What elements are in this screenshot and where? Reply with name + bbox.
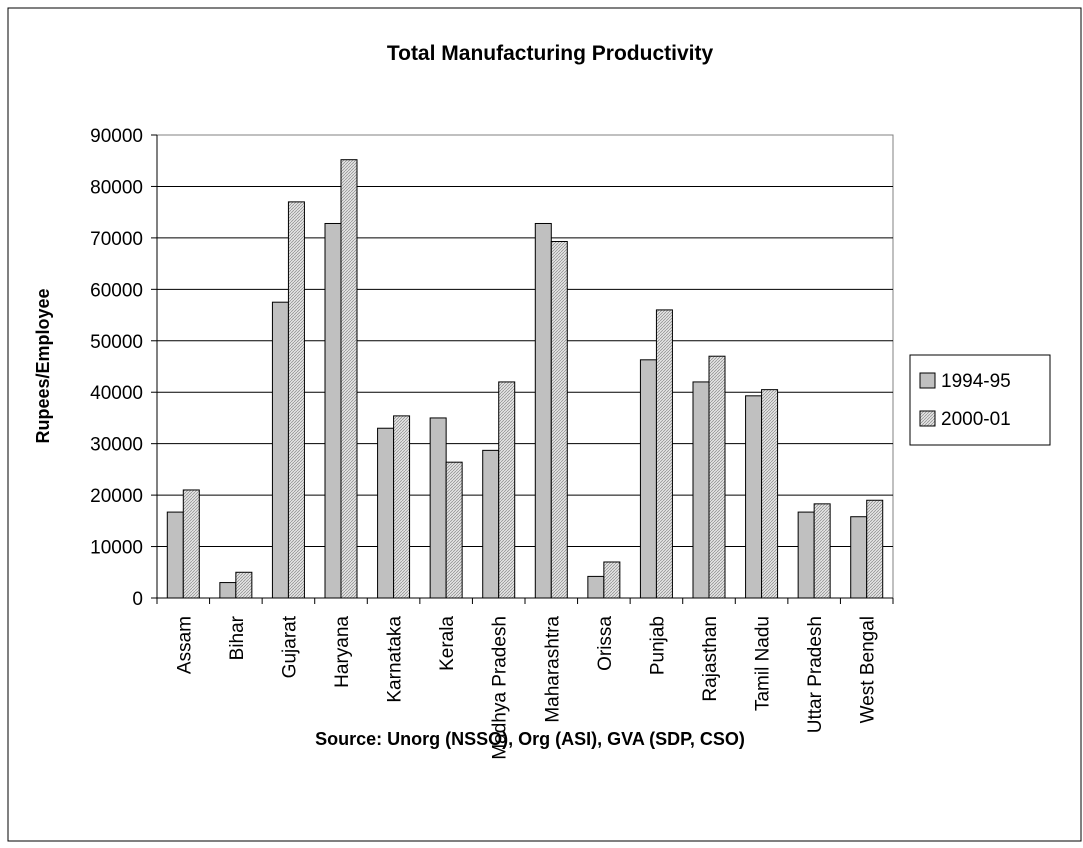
x-axis-label: Source: Unorg (NSSO), Org (ASI), GVA (SD… [315, 729, 745, 749]
x-tick-label: West Bengal [858, 616, 879, 723]
legend-swatch [919, 372, 936, 389]
x-tick-label: Bihar [227, 615, 248, 660]
y-tick-label: 60000 [90, 280, 143, 301]
x-tick-label: Uttar Pradesh [805, 616, 826, 733]
x-tick-label: Punjab [647, 616, 668, 675]
legend: 1994-95 2000-01 [909, 354, 1051, 446]
y-tick-label: 70000 [90, 229, 143, 250]
bar-1994-95 [534, 222, 552, 599]
legend-swatch [919, 410, 936, 427]
bar-2000-01 [235, 571, 253, 599]
x-tick-label: Orissa [595, 616, 616, 671]
bar-1994-95 [692, 381, 710, 599]
chart-title: Total Manufacturing Productivity [387, 42, 714, 65]
y-tick-label: 10000 [90, 538, 143, 559]
y-tick-label: 50000 [90, 332, 143, 353]
bar-1994-95 [797, 511, 815, 599]
y-tick-label: 30000 [90, 435, 143, 456]
x-tick-label: Maharashtra [542, 616, 563, 723]
bar-1994-95 [639, 359, 657, 599]
bar-1994-95 [324, 222, 342, 599]
x-tick-label: Rajasthan [700, 616, 721, 702]
bar-2000-01 [866, 499, 884, 599]
bar-2000-01 [340, 159, 358, 599]
bar-1994-95 [271, 301, 289, 599]
bar-1994-95 [219, 582, 237, 599]
bar-2000-01 [287, 201, 305, 599]
x-tick-label: Tamil Nadu [753, 616, 774, 711]
x-tick-label: Assam [174, 616, 195, 674]
bar-1994-95 [850, 516, 868, 599]
bar-2000-01 [603, 561, 621, 599]
y-tick-label: 80000 [90, 177, 143, 198]
bar-2000-01 [445, 461, 463, 599]
bar-2000-01 [550, 240, 568, 599]
y-tick-label: 0 [132, 589, 143, 610]
bar-1994-95 [587, 575, 605, 599]
x-axis: Assam Bihar Gujarat Haryana Karnataka Kerala M… [156, 597, 894, 760]
y-tick-label: 20000 [90, 486, 143, 507]
x-tick-label: Karnataka [385, 616, 406, 703]
bars [166, 159, 884, 599]
y-axis: 0 10000 20000 30000 40000 50000 60000 70000 8000… [90, 126, 158, 610]
legend-box [909, 354, 1051, 446]
bar-1994-95 [482, 449, 500, 599]
y-tick-label: 90000 [90, 126, 143, 147]
bar-1994-95 [429, 417, 447, 599]
legend-label: 2000-01 [941, 409, 1011, 430]
x-tick-label: Gujarat [279, 615, 300, 678]
bar-1994-95 [166, 511, 184, 599]
bar-1994-95 [377, 427, 395, 599]
y-tick-label: 40000 [90, 383, 143, 404]
legend-label: 1994-95 [941, 371, 1011, 392]
bar-2000-01 [655, 309, 673, 599]
bar-1994-95 [745, 395, 763, 599]
bar-2000-01 [498, 381, 516, 599]
bar-2000-01 [182, 489, 200, 599]
bar-2000-01 [813, 503, 831, 599]
bar-2000-01 [393, 415, 411, 599]
y-axis-label: Rupees/Employee [33, 288, 53, 443]
x-tick-label: Kerala [437, 616, 458, 671]
bar-2000-01 [761, 389, 779, 599]
x-tick-label: Haryana [332, 616, 353, 688]
bar-2000-01 [708, 355, 726, 599]
x-tick-label: Madhya Pradesh [490, 616, 511, 760]
